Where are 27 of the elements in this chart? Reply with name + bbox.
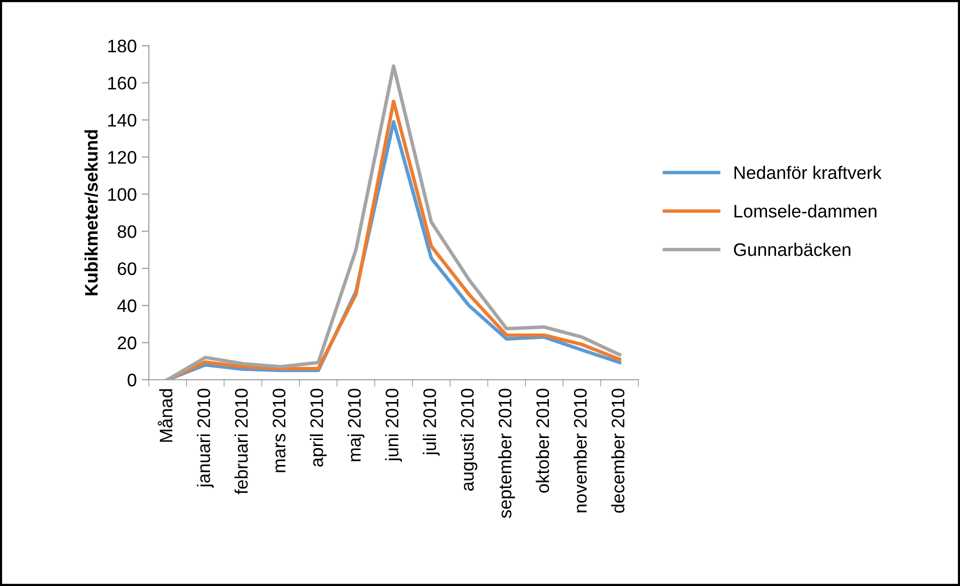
- x-tick-label: april 2010: [310, 388, 327, 467]
- legend-label: Lomsele-dammen: [734, 204, 876, 218]
- x-tick-label: maj 2010: [348, 388, 364, 462]
- y-tick-label: 140: [108, 114, 136, 127]
- x-tick-label: mars 2010: [272, 388, 286, 472]
- y-tick-label: 20: [118, 336, 136, 350]
- y-tick-label: 160: [108, 76, 136, 90]
- x-tick-label: juli 2010: [422, 388, 440, 456]
- y-tick-label: 180: [108, 40, 136, 52]
- y-tick-label: 80: [118, 225, 136, 238]
- x-tick-label: januari 2010: [196, 388, 214, 488]
- x-tick-label: oktober 2010: [536, 388, 550, 493]
- y-tick-label: 0: [128, 374, 136, 386]
- y-tick-label: 40: [117, 299, 136, 312]
- x-tick-label: december 2010: [611, 388, 624, 513]
- y-axis-title: Kubikmeter/sekund: [84, 130, 98, 296]
- y-tick-label: 120: [108, 150, 136, 164]
- x-tick-label: februari 2010: [234, 388, 248, 494]
- x-tick-label: Månad: [158, 389, 172, 442]
- y-tick-label: 100: [108, 188, 136, 201]
- x-tick-label: augusti 2010: [460, 388, 478, 491]
- x-tick-label: juni 2010: [385, 388, 402, 462]
- y-tick-label: 60: [118, 262, 136, 276]
- legend-label: Gunnarbäcken: [734, 242, 850, 256]
- x-tick-label: november 2010: [573, 388, 587, 512]
- legend-label: Nedanför kraftverk: [734, 166, 882, 180]
- x-tick-label: september 2010: [498, 388, 515, 518]
